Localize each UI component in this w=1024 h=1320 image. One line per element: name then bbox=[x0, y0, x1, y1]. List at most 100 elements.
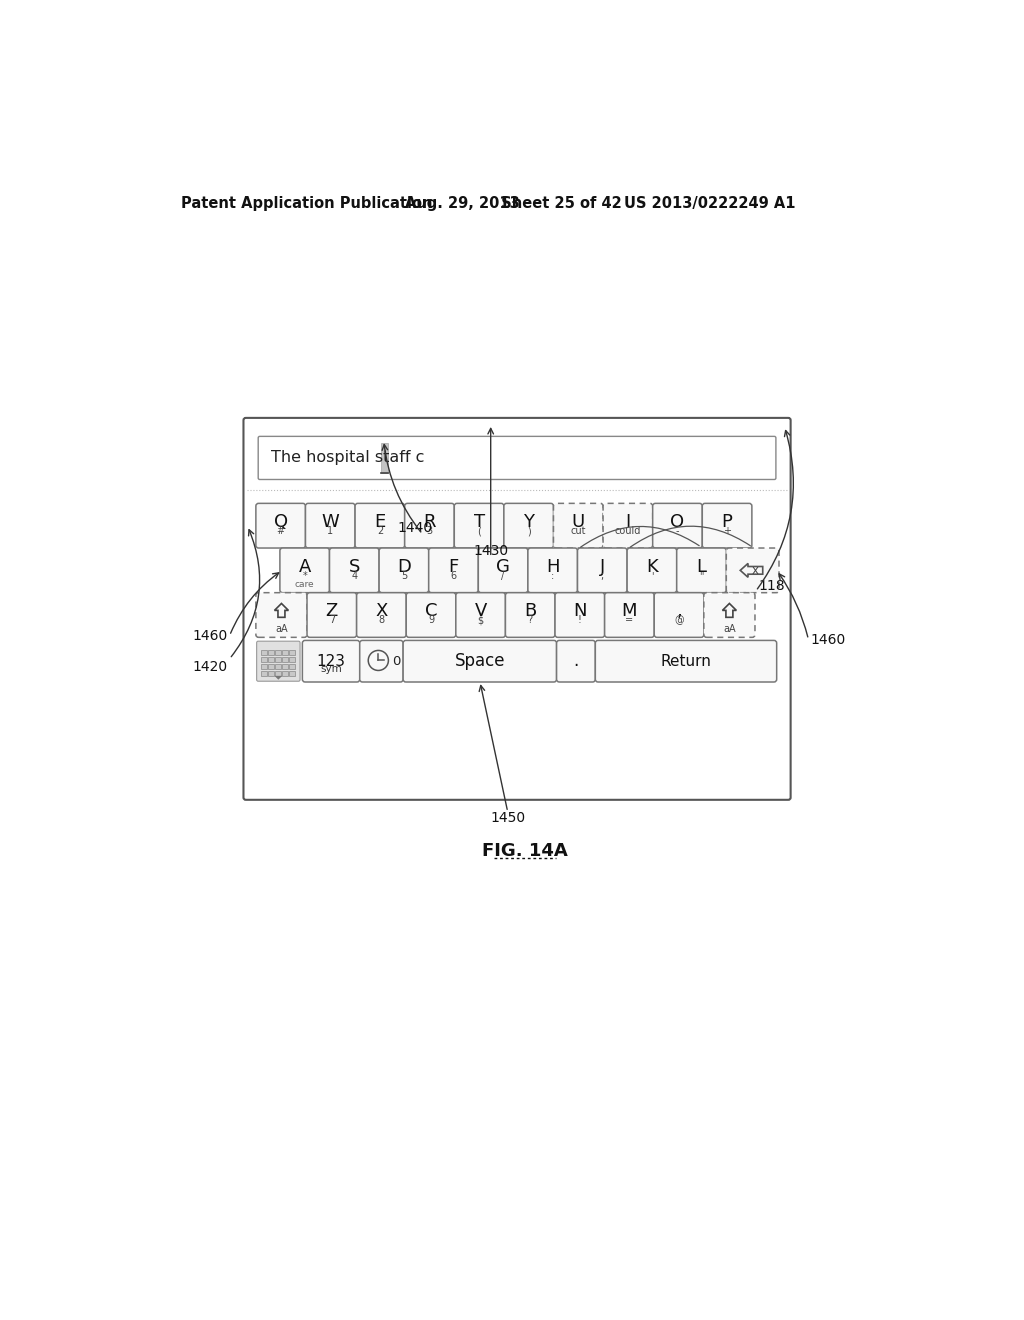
Text: 8: 8 bbox=[378, 615, 384, 626]
Text: R: R bbox=[423, 513, 436, 531]
FancyBboxPatch shape bbox=[256, 593, 307, 638]
FancyBboxPatch shape bbox=[506, 593, 555, 638]
Text: B: B bbox=[524, 602, 537, 620]
Text: sym: sym bbox=[321, 664, 342, 675]
Text: ;: ; bbox=[601, 570, 604, 581]
FancyBboxPatch shape bbox=[702, 503, 752, 548]
Text: 7: 7 bbox=[329, 615, 335, 626]
FancyBboxPatch shape bbox=[627, 548, 677, 593]
Text: aA: aA bbox=[275, 624, 288, 634]
Bar bbox=[289, 672, 295, 676]
Text: could: could bbox=[614, 527, 641, 536]
FancyBboxPatch shape bbox=[595, 640, 776, 682]
FancyBboxPatch shape bbox=[677, 548, 726, 593]
Bar bbox=[268, 657, 273, 663]
Bar bbox=[275, 672, 281, 676]
Bar bbox=[268, 672, 273, 676]
Text: 1460: 1460 bbox=[193, 628, 227, 643]
Text: x: x bbox=[752, 564, 759, 577]
Text: Return: Return bbox=[660, 653, 712, 669]
FancyBboxPatch shape bbox=[307, 593, 356, 638]
FancyBboxPatch shape bbox=[305, 503, 355, 548]
Text: :: : bbox=[551, 570, 554, 581]
Text: .: . bbox=[573, 652, 579, 671]
Text: 5: 5 bbox=[400, 570, 407, 581]
Text: +: + bbox=[723, 527, 731, 536]
Text: 9: 9 bbox=[428, 615, 434, 626]
FancyBboxPatch shape bbox=[302, 640, 359, 682]
Bar bbox=[283, 651, 288, 655]
Bar bbox=[283, 657, 288, 663]
Text: ': ' bbox=[650, 570, 653, 581]
Text: P: P bbox=[722, 513, 732, 531]
FancyBboxPatch shape bbox=[652, 503, 702, 548]
Text: ": " bbox=[699, 570, 703, 581]
FancyBboxPatch shape bbox=[381, 444, 388, 473]
Text: 1430: 1430 bbox=[473, 544, 508, 558]
Bar bbox=[275, 657, 281, 663]
FancyBboxPatch shape bbox=[330, 548, 379, 593]
Text: -: - bbox=[676, 527, 679, 536]
Text: 4: 4 bbox=[351, 570, 357, 581]
FancyBboxPatch shape bbox=[256, 503, 305, 548]
Text: Y: Y bbox=[523, 513, 535, 531]
Bar bbox=[261, 672, 266, 676]
Text: F: F bbox=[449, 557, 459, 576]
Bar bbox=[261, 664, 266, 669]
FancyBboxPatch shape bbox=[244, 418, 791, 800]
Text: The hospital staff c: The hospital staff c bbox=[270, 450, 424, 465]
FancyBboxPatch shape bbox=[429, 548, 478, 593]
Bar bbox=[268, 651, 273, 655]
Text: 1420: 1420 bbox=[193, 660, 227, 673]
FancyBboxPatch shape bbox=[257, 642, 300, 681]
Text: 118: 118 bbox=[758, 578, 784, 593]
Text: X: X bbox=[375, 602, 388, 620]
Text: D: D bbox=[397, 557, 411, 576]
Text: Patent Application Publication: Patent Application Publication bbox=[180, 195, 432, 211]
FancyBboxPatch shape bbox=[557, 640, 595, 682]
Text: N: N bbox=[573, 602, 587, 620]
FancyBboxPatch shape bbox=[379, 548, 429, 593]
Text: G: G bbox=[497, 557, 510, 576]
FancyBboxPatch shape bbox=[478, 548, 528, 593]
Polygon shape bbox=[274, 676, 283, 680]
FancyBboxPatch shape bbox=[504, 503, 554, 548]
Text: W: W bbox=[322, 513, 339, 531]
FancyBboxPatch shape bbox=[603, 503, 652, 548]
Text: V: V bbox=[474, 602, 486, 620]
Bar bbox=[283, 672, 288, 676]
Text: Aug. 29, 2013: Aug. 29, 2013 bbox=[406, 195, 520, 211]
Text: !: ! bbox=[578, 615, 582, 626]
Text: $: $ bbox=[477, 615, 483, 626]
FancyBboxPatch shape bbox=[654, 593, 703, 638]
Text: /: / bbox=[502, 570, 505, 581]
Text: ): ) bbox=[526, 527, 530, 536]
FancyBboxPatch shape bbox=[404, 503, 455, 548]
FancyBboxPatch shape bbox=[726, 548, 779, 593]
Text: M: M bbox=[622, 602, 637, 620]
Text: A: A bbox=[299, 557, 311, 576]
Text: ,: , bbox=[676, 602, 682, 620]
Text: O: O bbox=[671, 513, 684, 531]
Text: Space: Space bbox=[455, 652, 505, 671]
Bar bbox=[261, 657, 266, 663]
Text: *: * bbox=[302, 570, 307, 581]
Text: 6: 6 bbox=[451, 570, 457, 581]
Text: I: I bbox=[626, 513, 631, 531]
Text: 123: 123 bbox=[316, 653, 345, 669]
FancyBboxPatch shape bbox=[456, 593, 506, 638]
Text: ?: ? bbox=[527, 615, 532, 626]
Text: 1: 1 bbox=[328, 527, 334, 536]
FancyBboxPatch shape bbox=[703, 593, 755, 638]
Bar bbox=[261, 651, 266, 655]
FancyBboxPatch shape bbox=[280, 548, 330, 593]
Text: J: J bbox=[600, 557, 605, 576]
Bar bbox=[289, 664, 295, 669]
Bar bbox=[275, 651, 281, 655]
Text: K: K bbox=[646, 557, 657, 576]
Text: #: # bbox=[276, 527, 285, 536]
FancyBboxPatch shape bbox=[555, 593, 604, 638]
FancyBboxPatch shape bbox=[403, 640, 557, 682]
Text: (: ( bbox=[477, 527, 481, 536]
FancyBboxPatch shape bbox=[258, 437, 776, 479]
